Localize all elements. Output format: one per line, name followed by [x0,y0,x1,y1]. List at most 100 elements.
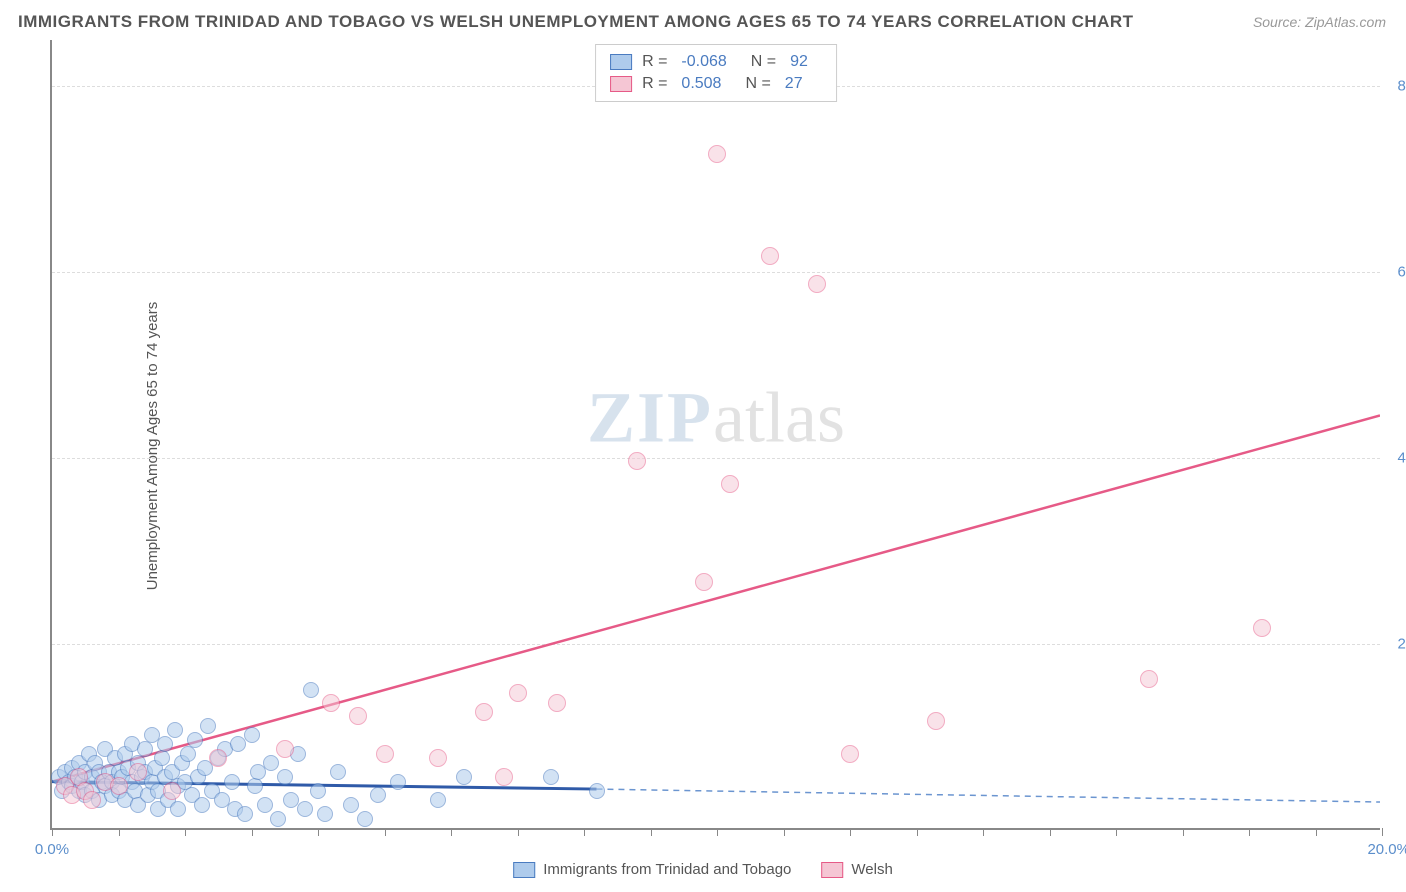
x-tick-label-max: 20.0% [1367,841,1406,858]
scatter-point-welsh [721,475,739,493]
chart-title: IMMIGRANTS FROM TRINIDAD AND TOBAGO VS W… [18,12,1134,32]
x-tick [451,828,452,836]
scatter-point-welsh [708,145,726,163]
scatter-point-welsh [628,452,646,470]
x-tick [318,828,319,836]
scatter-point-trinidad [343,797,359,813]
r-label: R = [642,53,667,71]
scatter-point-welsh [429,749,447,767]
scatter-point-welsh [110,777,128,795]
scatter-point-welsh [761,247,779,265]
scatter-point-trinidad [257,797,273,813]
scatter-point-welsh [1140,670,1158,688]
x-tick [717,828,718,836]
gridline-h [52,272,1380,273]
scatter-point-trinidad [370,787,386,803]
legend-label-trinidad: Immigrants from Trinidad and Tobago [543,861,791,878]
x-tick [1183,828,1184,836]
scatter-point-trinidad [303,682,319,698]
scatter-point-trinidad [317,806,333,822]
x-tick-label-min: 0.0% [35,841,69,858]
scatter-point-trinidad [277,769,293,785]
x-tick [185,828,186,836]
scatter-point-trinidad [137,741,153,757]
scatter-point-welsh [475,703,493,721]
legend-item-trinidad: Immigrants from Trinidad and Tobago [513,861,791,878]
scatter-point-trinidad [430,792,446,808]
scatter-point-trinidad [247,778,263,794]
swatch-welsh [610,76,632,92]
x-tick [52,828,53,836]
watermark: ZIPatlas [587,377,845,460]
x-tick [518,828,519,836]
scatter-point-welsh [1253,619,1271,637]
x-tick [1382,828,1383,836]
scatter-point-welsh [129,763,147,781]
r-label: R = [642,75,667,93]
x-tick [850,828,851,836]
y-tick-label: 40.0% [1397,450,1406,467]
x-tick [119,828,120,836]
source-attribution: Source: ZipAtlas.com [1253,14,1386,30]
scatter-point-trinidad [194,797,210,813]
stats-row-welsh: R = 0.508 N = 27 [610,73,822,95]
stats-row-trinidad: R = -0.068 N = 92 [610,51,822,73]
scatter-point-trinidad [263,755,279,771]
x-tick [252,828,253,836]
x-tick [983,828,984,836]
x-tick [584,828,585,836]
x-tick [784,828,785,836]
gridline-h [52,458,1380,459]
y-tick-label: 20.0% [1397,636,1406,653]
x-tick [1316,828,1317,836]
n-value-trinidad: 92 [790,53,808,71]
scatter-point-welsh [83,791,101,809]
scatter-point-welsh [841,745,859,763]
scatter-point-trinidad [237,806,253,822]
scatter-point-trinidad [244,727,260,743]
stats-legend: R = -0.068 N = 92 R = 0.508 N = 27 [595,44,837,102]
gridline-h [52,644,1380,645]
scatter-point-trinidad [270,811,286,827]
scatter-point-trinidad [330,764,346,780]
scatter-point-trinidad [310,783,326,799]
scatter-point-trinidad [224,774,240,790]
r-value-trinidad: -0.068 [681,53,726,71]
scatter-point-welsh [322,694,340,712]
scatter-point-trinidad [456,769,472,785]
y-tick-label: 60.0% [1397,264,1406,281]
scatter-point-trinidad [170,801,186,817]
legend-item-welsh: Welsh [821,861,892,878]
scatter-point-trinidad [357,811,373,827]
watermark-atlas: atlas [713,378,845,458]
x-tick [1050,828,1051,836]
scatter-point-welsh [927,712,945,730]
y-tick-label: 80.0% [1397,78,1406,95]
n-value-welsh: 27 [785,75,803,93]
scatter-point-welsh [349,707,367,725]
x-tick [651,828,652,836]
n-label: N = [745,75,770,93]
legend-label-welsh: Welsh [851,861,892,878]
scatter-point-welsh [163,782,181,800]
scatter-point-welsh [376,745,394,763]
scatter-point-welsh [509,684,527,702]
x-tick [917,828,918,836]
scatter-point-trinidad [167,722,183,738]
scatter-point-trinidad [589,783,605,799]
scatter-point-trinidad [543,769,559,785]
x-tick [1249,828,1250,836]
scatter-point-welsh [548,694,566,712]
n-label: N = [751,53,776,71]
scatter-point-trinidad [154,750,170,766]
scatter-point-welsh [276,740,294,758]
plot-area: ZIPatlas 20.0%40.0%60.0%80.0% R = -0.068… [50,40,1380,830]
watermark-zip: ZIP [587,378,713,458]
scatter-point-trinidad [200,718,216,734]
scatter-point-trinidad [187,732,203,748]
swatch-trinidad [610,54,632,70]
scatter-point-welsh [695,573,713,591]
scatter-point-welsh [495,768,513,786]
legend-swatch-welsh [821,862,843,878]
x-tick [1116,828,1117,836]
